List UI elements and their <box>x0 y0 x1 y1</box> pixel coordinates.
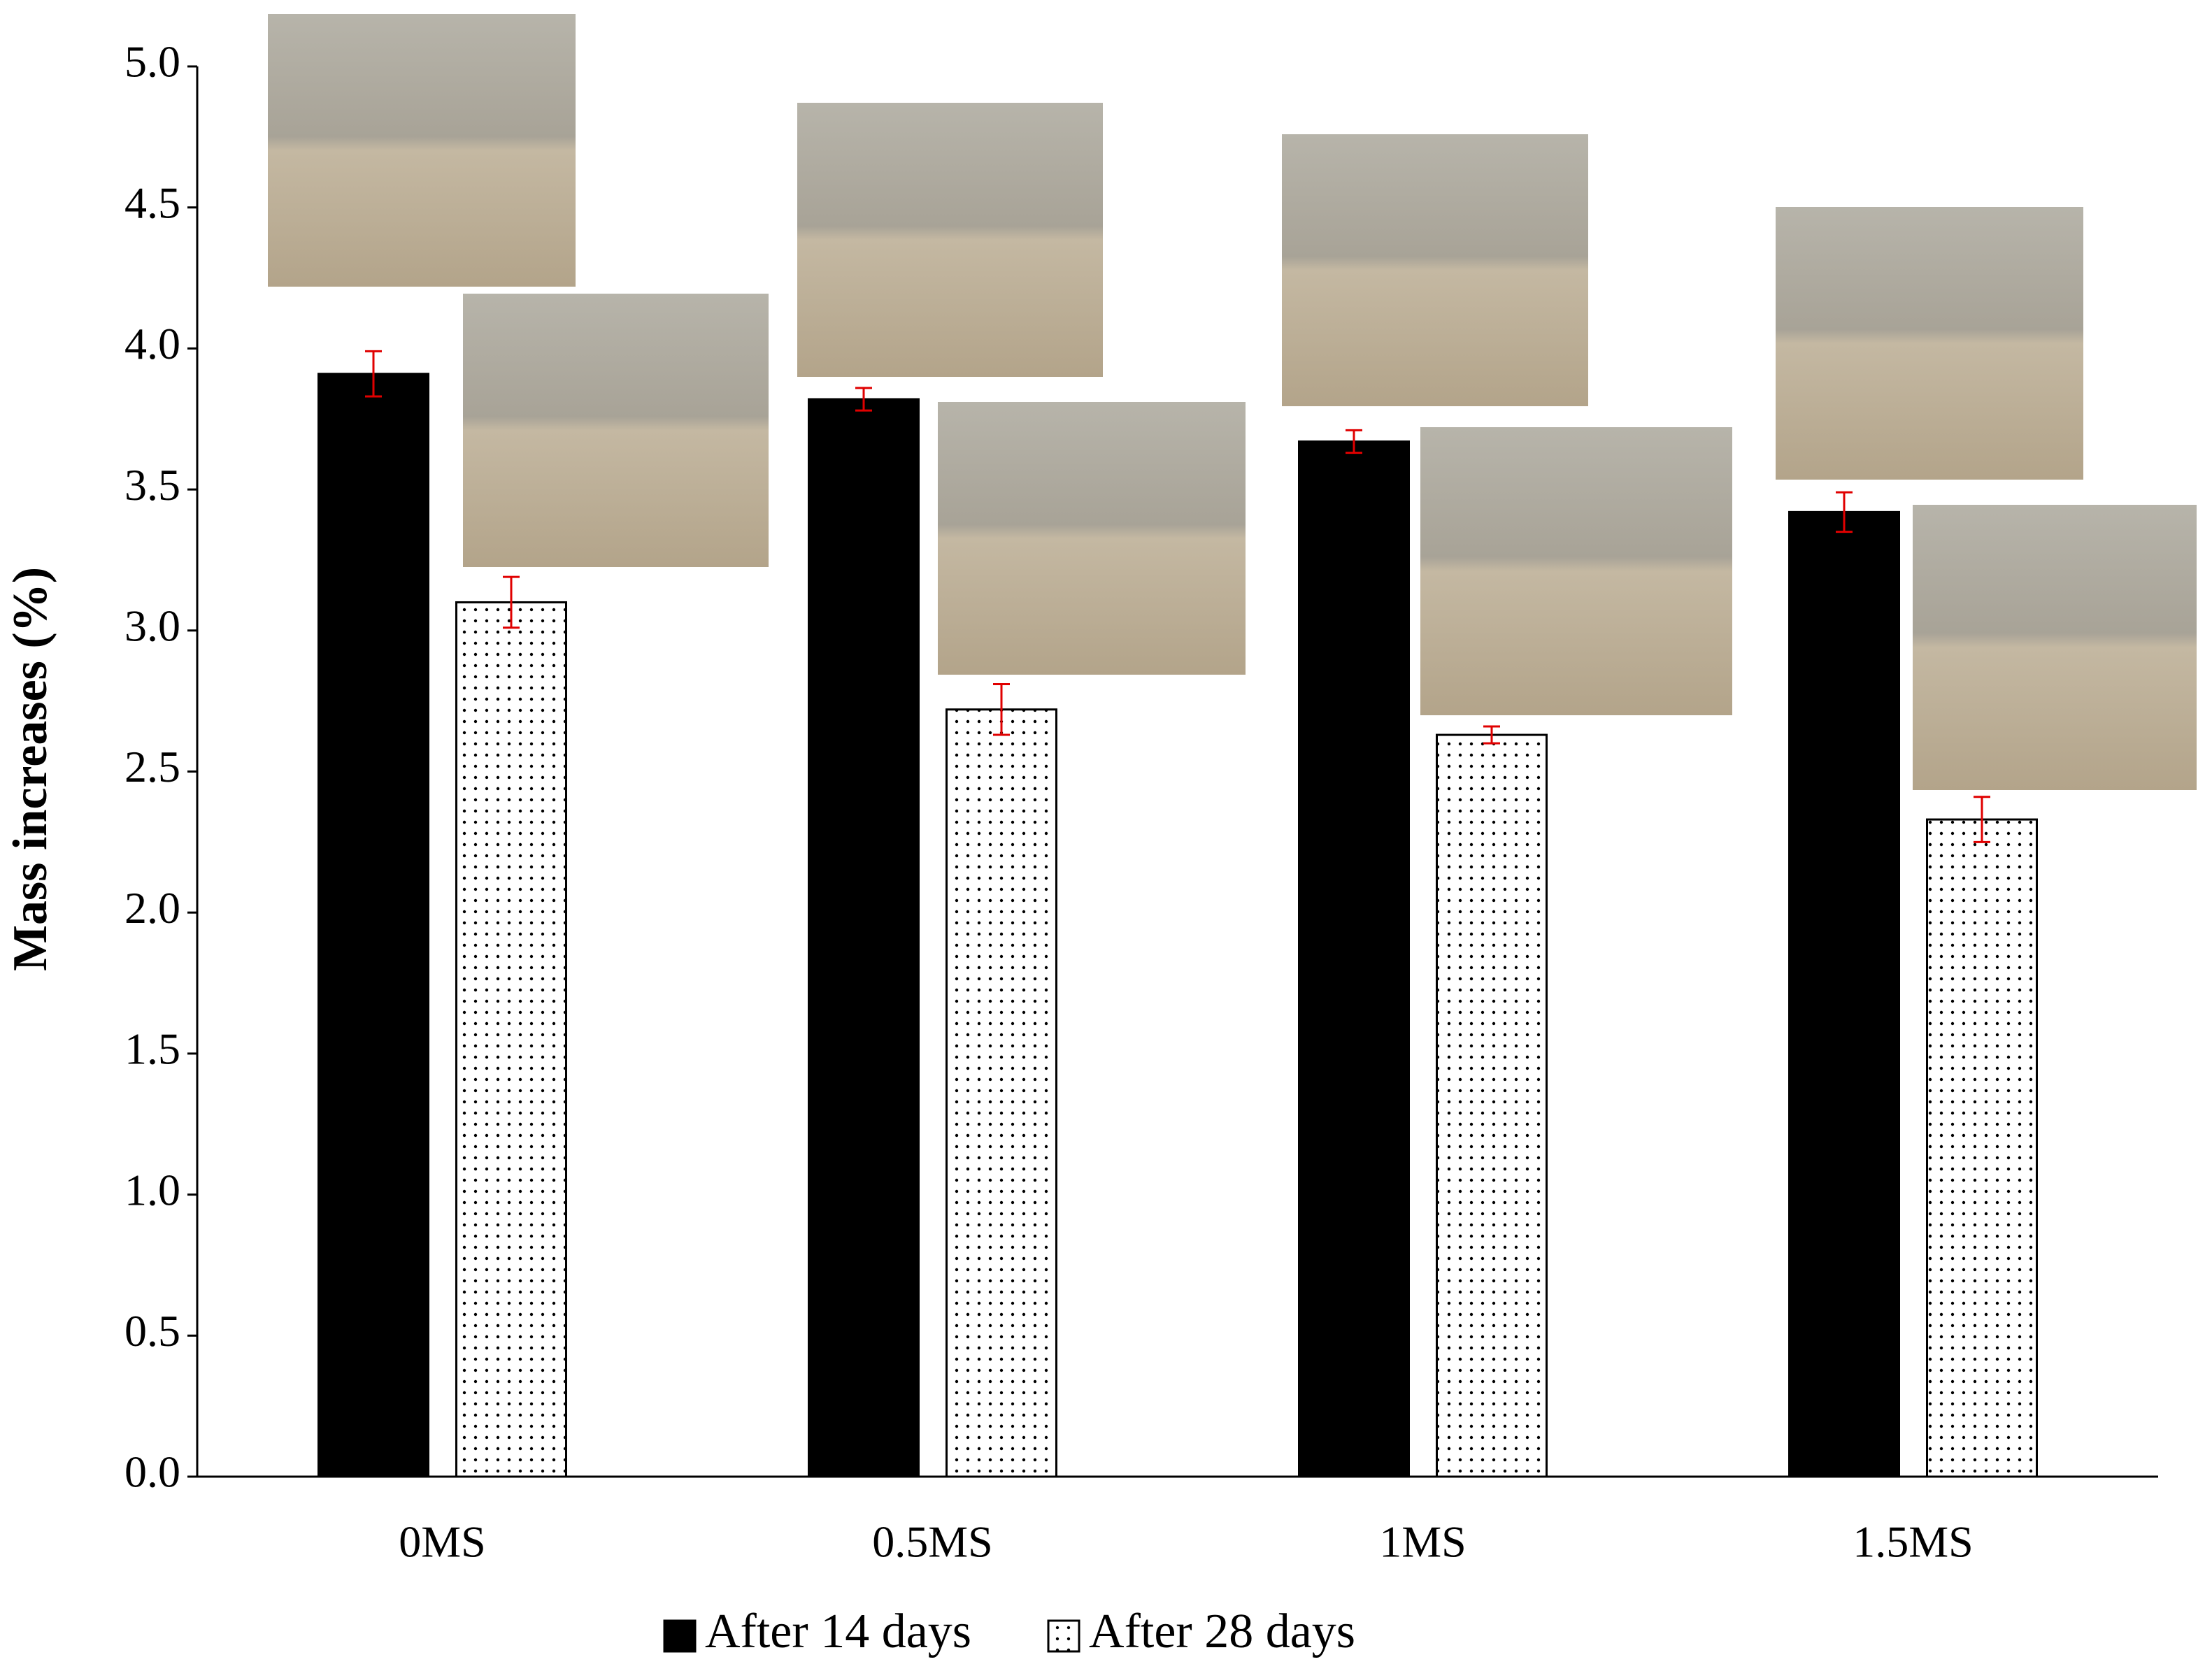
y-tick-label: 4.5 <box>124 178 180 227</box>
bar <box>946 708 1057 1478</box>
legend-swatch <box>663 1619 697 1653</box>
y-tick-label: 3.5 <box>124 460 180 510</box>
x-tick-label: 1.5MS <box>1853 1517 1974 1567</box>
error-bar <box>503 575 520 629</box>
specimen-photo <box>268 14 576 287</box>
error-bar <box>855 387 872 412</box>
y-tick-label: 1.5 <box>124 1024 180 1074</box>
y-tick-label: 0.5 <box>124 1306 180 1356</box>
y-tick-label: 0.0 <box>124 1447 180 1497</box>
x-tick-label: 1MS <box>1379 1517 1467 1567</box>
error-bar <box>993 682 1010 736</box>
error-bar <box>1346 429 1362 454</box>
legend-swatch <box>1047 1619 1080 1653</box>
x-tick-label: 0.5MS <box>872 1517 993 1567</box>
error-bar <box>1836 491 1853 533</box>
specimen-photos <box>268 14 2197 790</box>
specimen-photo <box>463 294 769 567</box>
y-tick-label: 5.0 <box>124 37 180 87</box>
y-tick-label: 2.5 <box>124 742 180 791</box>
bar <box>1298 440 1410 1478</box>
specimen-photo <box>1420 427 1732 715</box>
bar <box>455 601 567 1478</box>
specimen-photo <box>797 103 1103 377</box>
bar <box>1788 510 1900 1478</box>
specimen-photo <box>1913 505 2197 790</box>
bar <box>317 373 429 1478</box>
specimen-photo <box>1282 134 1588 406</box>
specimen-photo <box>938 402 1246 675</box>
bar <box>1926 818 2038 1478</box>
y-axis-label: Mass increases (%) <box>3 567 57 971</box>
legend-label: After 14 days <box>705 1605 971 1658</box>
legend-label: After 28 days <box>1089 1605 1355 1658</box>
y-tick-label: 3.0 <box>124 601 180 650</box>
x-tick-label: 0MS <box>399 1517 486 1567</box>
y-tick-label: 1.0 <box>124 1165 180 1214</box>
y-tick-label: 2.0 <box>124 883 180 933</box>
error-bar <box>1974 796 1990 843</box>
y-tick-label: 4.0 <box>124 319 180 368</box>
bar <box>808 398 920 1478</box>
specimen-photo <box>1776 207 2083 480</box>
error-bar <box>365 350 382 398</box>
error-bar <box>1483 725 1500 745</box>
bar <box>1436 733 1548 1478</box>
